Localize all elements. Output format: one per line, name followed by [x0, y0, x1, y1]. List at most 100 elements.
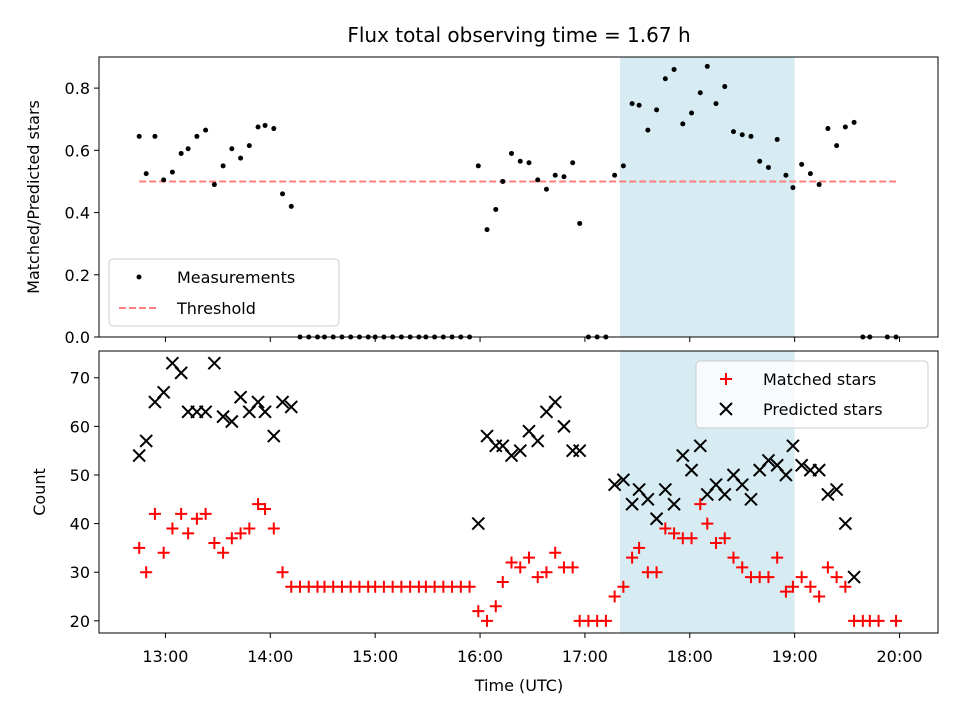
predicted-star-point	[548, 395, 562, 409]
bottom-y-tick-label: 50	[70, 466, 90, 485]
measurement-point	[730, 129, 736, 135]
predicted-stars-points	[132, 356, 861, 584]
matched-star-point	[243, 522, 256, 535]
predicted-star-point	[607, 477, 622, 492]
predicted-star-point	[139, 434, 153, 448]
matched-star-point	[608, 590, 621, 603]
measurement-point	[561, 174, 567, 180]
matched-star-point	[659, 522, 672, 535]
matched-star-point	[259, 503, 272, 516]
matched-star-point	[481, 614, 494, 627]
x-tick-label: 18:00	[667, 647, 713, 666]
top-y-tick-label: 0.8	[65, 79, 90, 98]
measurement-point	[238, 155, 244, 161]
predicted-star-point	[557, 419, 571, 434]
measurement-point	[713, 101, 719, 107]
matched-star-point	[199, 507, 212, 520]
matched-star-point	[234, 527, 247, 540]
measurement-point	[178, 150, 184, 156]
bottom-y-tick-label: 30	[70, 563, 90, 582]
top-panel: 0.00.20.40.60.8 Matched/Predicted stars …	[24, 56, 939, 347]
predicted-star-point	[812, 463, 826, 477]
measurement-point	[612, 172, 618, 178]
measurement-point	[280, 191, 286, 197]
predicted-star-point	[132, 448, 146, 463]
matched-star-point	[718, 532, 731, 545]
matched-star-point	[182, 527, 195, 540]
top-legend-box	[108, 258, 340, 327]
predicted-star-point	[513, 443, 527, 458]
matched-star-point	[599, 614, 612, 627]
predicted-star-point	[616, 473, 631, 487]
measurement-point	[636, 102, 642, 108]
measurement-point	[689, 110, 695, 116]
measurement-point	[629, 101, 635, 107]
predicted-star-point	[504, 448, 519, 463]
matched-star-point	[505, 556, 518, 569]
matched-star-point	[549, 546, 562, 559]
matched-star-point	[685, 532, 698, 545]
measurement-point	[526, 160, 532, 166]
measurement-point	[842, 124, 848, 130]
matched-star-point	[496, 575, 509, 588]
measurement-point	[509, 150, 515, 156]
measurement-point	[255, 124, 261, 130]
predicted-star-point	[275, 395, 290, 409]
measurement-point	[783, 172, 789, 178]
predicted-star-point	[794, 458, 809, 472]
bottom-y-tick-label: 70	[70, 369, 90, 388]
measurement-point	[834, 143, 840, 149]
matched-star-point	[771, 551, 784, 564]
x-tick-label: 17:00	[562, 647, 608, 666]
bottom-y-axis-title: Count	[30, 468, 49, 516]
top-axes-frame	[98, 56, 939, 338]
measurement-point	[246, 143, 252, 149]
measurement-point	[169, 169, 175, 175]
predicted-star-point	[251, 395, 265, 409]
top-x-ticks	[164, 337, 901, 342]
predicted-star-point	[838, 516, 853, 531]
predicted-star-point	[821, 487, 835, 502]
measurement-point	[136, 133, 142, 139]
measurement-point	[662, 76, 668, 82]
matched-stars-points	[133, 498, 903, 627]
measurement-point	[774, 136, 780, 142]
predicted-star-point	[761, 453, 776, 468]
matched-star-point	[140, 566, 153, 579]
measurement-point	[143, 171, 149, 177]
matched-star-point	[701, 517, 714, 530]
predicted-star-point	[786, 439, 800, 453]
measurement-point	[152, 133, 158, 139]
matched-star-point	[804, 580, 817, 593]
predicted-star-point	[284, 400, 298, 414]
measurement-point	[697, 90, 703, 96]
x-tick-label: 15:00	[352, 647, 398, 666]
matched-star-point	[157, 546, 170, 559]
measurement-point	[220, 163, 226, 169]
measurement-point	[765, 164, 771, 170]
measurement-point	[535, 177, 541, 183]
measurement-point	[493, 206, 499, 212]
bottom-y-ticks: 20 30 40 50 60 70	[70, 369, 99, 631]
predicted-star-point	[156, 385, 171, 400]
measurement-point	[475, 163, 481, 169]
matched-star-point	[166, 522, 179, 535]
measurement-point	[211, 182, 217, 188]
predicted-star-point	[174, 366, 188, 380]
top-shaded-region	[619, 57, 795, 337]
matched-star-point	[650, 566, 663, 579]
measurement-point	[484, 227, 490, 233]
measurement-point	[816, 182, 822, 188]
top-y-tick-label: 0.2	[65, 266, 90, 285]
predicted-star-point	[572, 443, 587, 458]
measurement-point	[757, 158, 763, 164]
measurement-point	[543, 186, 549, 192]
measurement-point	[271, 126, 277, 132]
predicted-star-point	[641, 492, 655, 507]
measurement-point	[161, 177, 167, 183]
matched-star-point	[727, 551, 740, 564]
measurement-point	[203, 127, 209, 133]
predicted-star-point	[693, 439, 707, 453]
matched-star-point	[276, 566, 289, 579]
